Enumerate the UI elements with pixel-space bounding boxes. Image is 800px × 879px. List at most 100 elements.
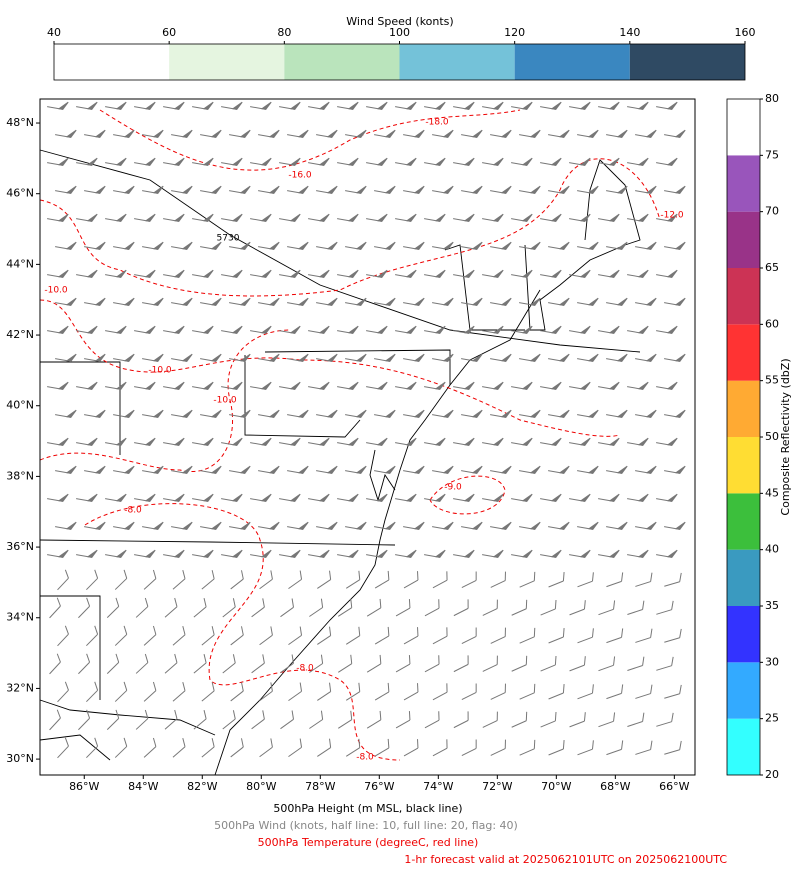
wind-barb (664, 185, 686, 194)
wind-barb (453, 549, 475, 558)
wind-barb (540, 599, 557, 616)
wind-barb (287, 185, 309, 194)
barb-flag (318, 157, 330, 166)
wind-barb (57, 569, 69, 591)
wind-barb (258, 129, 280, 138)
wind-barb (395, 213, 417, 222)
barb-flag (413, 241, 425, 250)
barb-flag (645, 297, 657, 306)
wind-barb (548, 353, 570, 362)
wind-barb (192, 213, 214, 222)
wind-barb (308, 269, 330, 278)
barb-staff (222, 718, 236, 730)
barb-flag (434, 213, 446, 222)
wind-barb (192, 549, 214, 558)
wind-barb (309, 654, 324, 673)
wind-barb (577, 297, 599, 306)
barb-flag (463, 549, 475, 558)
colorbar-segment (727, 211, 760, 268)
barb-flag (239, 129, 251, 138)
barb-staff (635, 693, 651, 699)
wind-barb (424, 213, 446, 222)
barb-feather (86, 597, 91, 607)
wind-barb (461, 353, 483, 362)
barb-feather (86, 653, 91, 663)
wind-barb (432, 409, 454, 418)
barb-staff (482, 608, 498, 616)
barb-staff (338, 719, 352, 729)
barb-flag (550, 157, 562, 166)
wind-barb (337, 381, 359, 390)
barb-staff (461, 579, 477, 589)
barb-staff (548, 692, 564, 700)
barb-staff (577, 636, 593, 644)
barb-feather (174, 653, 178, 663)
barb-feather (299, 626, 303, 636)
barb-staff (548, 580, 564, 588)
barb-flag (434, 269, 446, 278)
contour-label: -10.0 (148, 366, 172, 376)
wind-barb (316, 521, 338, 530)
wind-barb (482, 157, 504, 166)
barb-flag (318, 325, 330, 334)
barb-feather (211, 682, 215, 692)
wind-barb (511, 157, 533, 166)
colorbar-tick-label: 25 (765, 712, 779, 725)
barb-flag (616, 465, 628, 474)
barb-flag (492, 437, 504, 446)
barb-flag (94, 521, 106, 530)
wind-barb (193, 654, 207, 674)
wind-barb (114, 569, 128, 590)
barb-flag (260, 213, 272, 222)
wind-barb (251, 710, 265, 730)
barb-staff (288, 690, 302, 702)
barb-feather (241, 570, 244, 580)
wind-barb (192, 101, 214, 110)
contour-label: -8.0 (124, 506, 142, 516)
wind-barb (134, 269, 156, 278)
barb-flag (442, 185, 454, 194)
barb-flag (355, 297, 367, 306)
barb-feather (270, 738, 273, 748)
barb-staff (172, 634, 186, 646)
wind-barb (308, 101, 330, 110)
wind-barb (577, 129, 599, 138)
wind-barb (403, 571, 419, 589)
barb-staff (345, 635, 361, 645)
wind-barb (345, 353, 367, 362)
wind-barb (345, 738, 361, 757)
wind-barb (259, 570, 273, 590)
wind-barb (453, 325, 475, 334)
wind-barb (540, 101, 562, 110)
y-tick-label: 46°N (6, 187, 34, 200)
barb-flag (637, 437, 649, 446)
colorbar-tick-label: 60 (765, 317, 779, 330)
barb-feather (438, 655, 440, 665)
barb-feather (438, 711, 440, 721)
barb-flag (239, 297, 251, 306)
barb-feather (642, 600, 645, 610)
barb-flag (579, 549, 591, 558)
barb-staff (135, 718, 149, 730)
wind-barb (577, 684, 594, 700)
barb-flag (376, 269, 388, 278)
wind-barb (548, 129, 570, 138)
wind-barb (105, 437, 127, 446)
barb-feather (496, 655, 498, 665)
wind-barb (338, 710, 353, 729)
wind-barb (482, 549, 504, 558)
wind-barb (482, 711, 498, 728)
barb-flag (65, 465, 77, 474)
wind-barb (374, 353, 396, 362)
wind-barb (250, 437, 272, 446)
barb-flag (442, 465, 454, 474)
barb-flag (434, 381, 446, 390)
barb-feather (504, 683, 506, 693)
wind-barb (606, 684, 624, 700)
wind-barb (656, 493, 678, 502)
wind-barb (635, 129, 657, 138)
wind-barb (84, 185, 106, 194)
barb-feather (591, 572, 594, 582)
barb-flag (666, 437, 678, 446)
x-tick-label: 82°W (187, 780, 217, 793)
